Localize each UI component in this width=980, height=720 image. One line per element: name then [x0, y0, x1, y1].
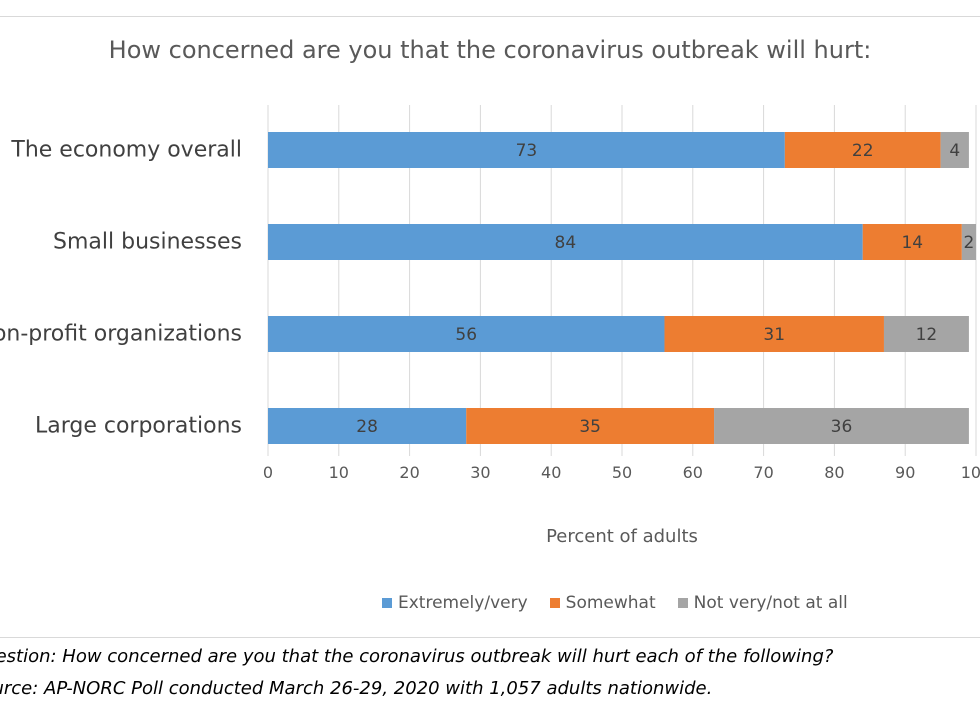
data-label-2-1: 31 [763, 325, 785, 345]
bar-2-1 [664, 316, 884, 352]
x-tick-label-0: 0 [263, 463, 273, 482]
data-label-3-2: 36 [831, 417, 853, 437]
category-label-1: Small businesses [53, 229, 242, 255]
x-tick-label-20: 20 [399, 463, 419, 482]
data-label-0-0: 73 [516, 141, 538, 161]
bar-1-1 [862, 224, 962, 260]
bottom-divider [0, 637, 980, 638]
bar-0-0 [268, 132, 785, 168]
legend-swatch-0 [382, 598, 392, 608]
x-tick-label-50: 50 [612, 463, 632, 482]
legend-label-2: Not very/not at all [693, 593, 848, 613]
x-tick-label-60: 60 [683, 463, 703, 482]
data-label-0-2: 4 [949, 141, 960, 161]
x-tick-label-100: 100 [961, 463, 980, 482]
bar-1-2 [961, 224, 976, 260]
legend-item-1: Somewhat [549, 593, 656, 613]
source-note: Source: AP-NORC Poll conducted March 26-… [0, 678, 713, 699]
data-label-2-0: 56 [455, 325, 477, 345]
legend: Extremely/very Somewhat Not very/not at al… [382, 593, 870, 613]
bar-2-2 [883, 316, 969, 352]
data-label-0-1: 22 [852, 141, 874, 161]
data-label-3-1: 35 [579, 417, 601, 437]
legend-swatch-1 [549, 598, 560, 608]
x-axis-title: Percent of adults [546, 526, 698, 547]
legend-label-1: Somewhat [565, 593, 656, 613]
x-tick-label-10: 10 [329, 463, 349, 482]
legend-swatch-2 [677, 598, 688, 608]
data-label-1-2: 2 [964, 233, 975, 253]
data-label-3-0: 28 [356, 417, 378, 437]
top-divider [0, 16, 980, 17]
data-label-1-0: 84 [555, 233, 577, 253]
bar-3-1 [466, 408, 715, 444]
bar-2-0 [268, 316, 665, 352]
bar-1-0 [268, 224, 863, 260]
x-tick-label-70: 70 [753, 463, 773, 482]
data-label-2-2: 12 [916, 325, 938, 345]
x-tick-label-30: 30 [470, 463, 490, 482]
data-label-1-1: 14 [901, 233, 923, 253]
bar-3-2 [714, 408, 969, 444]
category-label-0: The economy overall [11, 137, 242, 163]
category-label-2: Non-profit organizations [0, 321, 242, 347]
question-note: Question: How concerned are you that the… [0, 646, 834, 667]
legend-item-2: Not very/not at all [677, 593, 848, 613]
category-label-3: Large corporations [34, 413, 242, 439]
legend-item-0: Extremely/very [382, 593, 528, 613]
bar-0-1 [784, 132, 941, 168]
x-tick-label-40: 40 [541, 463, 561, 482]
x-tick-label-80: 80 [824, 463, 844, 482]
bar-3-0 [268, 408, 467, 444]
x-tick-label-90: 90 [895, 463, 915, 482]
bar-0-2 [940, 132, 969, 168]
legend-label-0: Extremely/very [398, 593, 528, 613]
chart-title: How concerned are you that the coronavir… [108, 36, 872, 64]
